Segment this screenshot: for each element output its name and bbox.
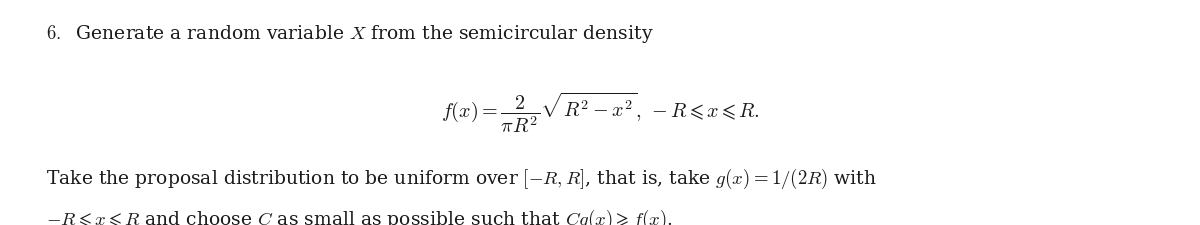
- Text: $-R \leqslant x \leqslant R$ and choose $C$ as small as possible such that $Cg(x: $-R \leqslant x \leqslant R$ and choose …: [46, 207, 672, 225]
- Text: $f(x) = \dfrac{2}{\pi R^2}\sqrt{R^2 - x^2},\,-R \leqslant x \leqslant R.$: $f(x) = \dfrac{2}{\pi R^2}\sqrt{R^2 - x^…: [440, 90, 760, 135]
- Text: Take the proposal distribution to be uniform over $[-R, R]$, that is, take $g(x): Take the proposal distribution to be uni…: [46, 166, 877, 191]
- Text: $6.$  Generate a random variable $X$ from the semicircular density: $6.$ Generate a random variable $X$ from…: [46, 22, 653, 44]
